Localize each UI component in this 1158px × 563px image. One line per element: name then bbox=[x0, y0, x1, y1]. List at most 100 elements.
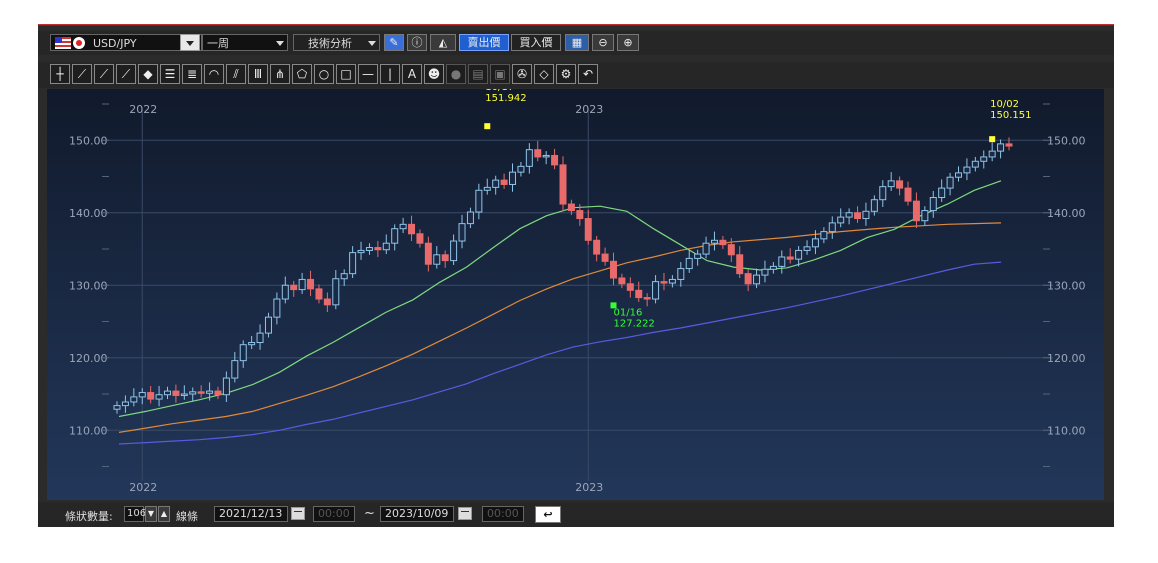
candle bbox=[264, 316, 272, 334]
candle bbox=[323, 298, 331, 306]
tool-eraser-button[interactable]: ◇ bbox=[534, 64, 554, 84]
mountain-chart-button[interactable]: ◭ bbox=[430, 34, 456, 51]
candle bbox=[416, 233, 424, 244]
candle bbox=[130, 396, 138, 403]
undo-icon: ↶ bbox=[582, 67, 594, 81]
tool-rectangle-button[interactable]: □ bbox=[336, 64, 356, 84]
mountain-chart-icon: ◭ bbox=[438, 36, 448, 49]
candle bbox=[997, 143, 1005, 152]
tool-undo-button[interactable]: ↶ bbox=[578, 64, 598, 84]
tool-disabled-1-button[interactable]: ● bbox=[446, 64, 466, 84]
y-tick-label-left: 130.00 bbox=[69, 279, 108, 292]
candle bbox=[433, 254, 441, 265]
candle bbox=[854, 212, 862, 220]
candle bbox=[113, 405, 121, 410]
x-label-top: 2022 bbox=[129, 103, 157, 116]
zoom-in-button[interactable]: ⊕ bbox=[617, 34, 639, 51]
annotation-date: 01/16 bbox=[613, 307, 642, 318]
tool-fibonacci-fan-button[interactable]: ⫽ bbox=[226, 64, 246, 84]
price-chart[interactable]: 110.00 110.00 120.00 120.00 130.00 130.00 140.… bbox=[47, 89, 1104, 500]
tool-fibonacci-arc-button[interactable]: ◠ bbox=[204, 64, 224, 84]
tool-polygon-button[interactable]: ⬠ bbox=[292, 64, 312, 84]
candle bbox=[685, 257, 693, 270]
tool-icon-button[interactable]: ☻ bbox=[424, 64, 444, 84]
symbol-dropdown-toggle[interactable] bbox=[180, 34, 200, 51]
chart-type-button[interactable]: ▦ bbox=[565, 34, 589, 51]
tool-disabled-3-button[interactable]: ▣ bbox=[490, 64, 510, 84]
analysis-dropdown[interactable]: 技術分析 bbox=[293, 34, 380, 51]
candle bbox=[837, 216, 845, 224]
draw-pen-button[interactable]: ✎ bbox=[384, 34, 404, 51]
tool-disabled-2-button[interactable]: ▤ bbox=[468, 64, 488, 84]
tool-vertical-line-button[interactable]: | bbox=[380, 64, 400, 84]
start-date-input[interactable]: 2021/12/13 bbox=[214, 506, 288, 522]
tool-crosshair-button[interactable]: ┼ bbox=[50, 64, 70, 84]
end-time-input[interactable]: 00:00 bbox=[482, 506, 524, 522]
tool-line-button[interactable]: ⟋ bbox=[72, 64, 92, 84]
us-flag-icon bbox=[55, 37, 71, 49]
candle bbox=[525, 149, 533, 167]
info-button[interactable]: ⓘ bbox=[407, 34, 427, 51]
apply-range-button[interactable]: ↩ bbox=[535, 506, 561, 523]
candle bbox=[542, 154, 550, 158]
calendar-icon[interactable] bbox=[291, 507, 305, 520]
tool-ruler-button[interactable]: ◆ bbox=[138, 64, 158, 84]
tool-settings-wrench-button[interactable]: ✇ bbox=[512, 64, 532, 84]
zoom-out-button[interactable]: ⊖ bbox=[592, 34, 614, 51]
candle bbox=[559, 164, 567, 205]
extended-line-icon: ⟋ bbox=[121, 67, 131, 81]
start-time-input[interactable]: 00:00 bbox=[313, 506, 355, 522]
candle bbox=[710, 239, 718, 244]
candle bbox=[963, 166, 971, 174]
candle bbox=[820, 231, 828, 240]
tool-parallel-lines-button[interactable]: ☰ bbox=[160, 64, 180, 84]
tool-text-button[interactable]: A bbox=[402, 64, 422, 84]
candle bbox=[567, 203, 575, 212]
ask-price-button[interactable]: 買入價 bbox=[511, 34, 561, 51]
tool-ray-line-button[interactable]: ⟋ bbox=[94, 64, 114, 84]
candle bbox=[509, 171, 517, 185]
period-dropdown[interactable]: 一周 bbox=[202, 34, 288, 51]
bar-count-decrease-button[interactable]: ▼ bbox=[145, 506, 157, 522]
symbol-dropdown[interactable]: USD/JPY bbox=[50, 34, 202, 51]
y-tick-label-right: 140.00 bbox=[1047, 207, 1086, 220]
horizontal-line-icon: — bbox=[362, 67, 374, 81]
tool-properties-button[interactable]: ⚙ bbox=[556, 64, 576, 84]
properties-icon: ⚙ bbox=[560, 67, 572, 81]
pen-icon: ✎ bbox=[389, 36, 399, 49]
candle bbox=[500, 179, 508, 185]
circle-icon: ○ bbox=[318, 67, 330, 81]
calendar-icon[interactable] bbox=[458, 507, 472, 520]
return-icon: ↩ bbox=[543, 508, 553, 521]
tool-circle-button[interactable]: ○ bbox=[314, 64, 334, 84]
candle bbox=[206, 390, 214, 394]
candle bbox=[811, 238, 819, 248]
drawing-toolbar: ┼ ⟋ ⟋ ⟋ ◆ ☰ ≣ ◠ ⫽ Ⅲ ⋔ ⬠ ○ □ — | A ☻ ● ▤ ▣ ✇ ◇ ⚙ ↶ bbox=[38, 62, 1114, 88]
candle bbox=[340, 273, 348, 280]
extreme-marker bbox=[989, 136, 996, 143]
candle bbox=[256, 332, 264, 344]
x-label-bottom: 2022 bbox=[129, 481, 157, 494]
candle bbox=[929, 197, 937, 212]
end-date-input[interactable]: 2023/10/09 bbox=[380, 506, 454, 522]
bid-price-button[interactable]: 賣出價 bbox=[459, 34, 509, 51]
disabled-1-icon: ● bbox=[450, 67, 462, 81]
tool-extended-line-button[interactable]: ⟋ bbox=[116, 64, 136, 84]
eraser-icon: ◇ bbox=[539, 67, 549, 81]
candle bbox=[1005, 143, 1013, 147]
bar-count-increase-button[interactable]: ▲ bbox=[158, 506, 170, 522]
vertical-line-icon: | bbox=[387, 67, 393, 81]
candle bbox=[576, 210, 584, 220]
candle bbox=[222, 377, 230, 396]
tool-horizontal-lines-button[interactable]: ≣ bbox=[182, 64, 202, 84]
tool-horizontal-line-button[interactable]: — bbox=[358, 64, 378, 84]
candle bbox=[652, 281, 660, 300]
candle bbox=[609, 260, 617, 279]
bar-count-label: 條狀數量: bbox=[65, 510, 113, 523]
info-icon: ⓘ bbox=[411, 36, 423, 49]
tool-time-lines-button[interactable]: Ⅲ bbox=[248, 64, 268, 84]
tool-pitchfork-button[interactable]: ⋔ bbox=[270, 64, 290, 84]
bar-count-input[interactable]: 106 bbox=[124, 506, 146, 522]
candle bbox=[155, 394, 163, 400]
candle bbox=[744, 273, 752, 285]
